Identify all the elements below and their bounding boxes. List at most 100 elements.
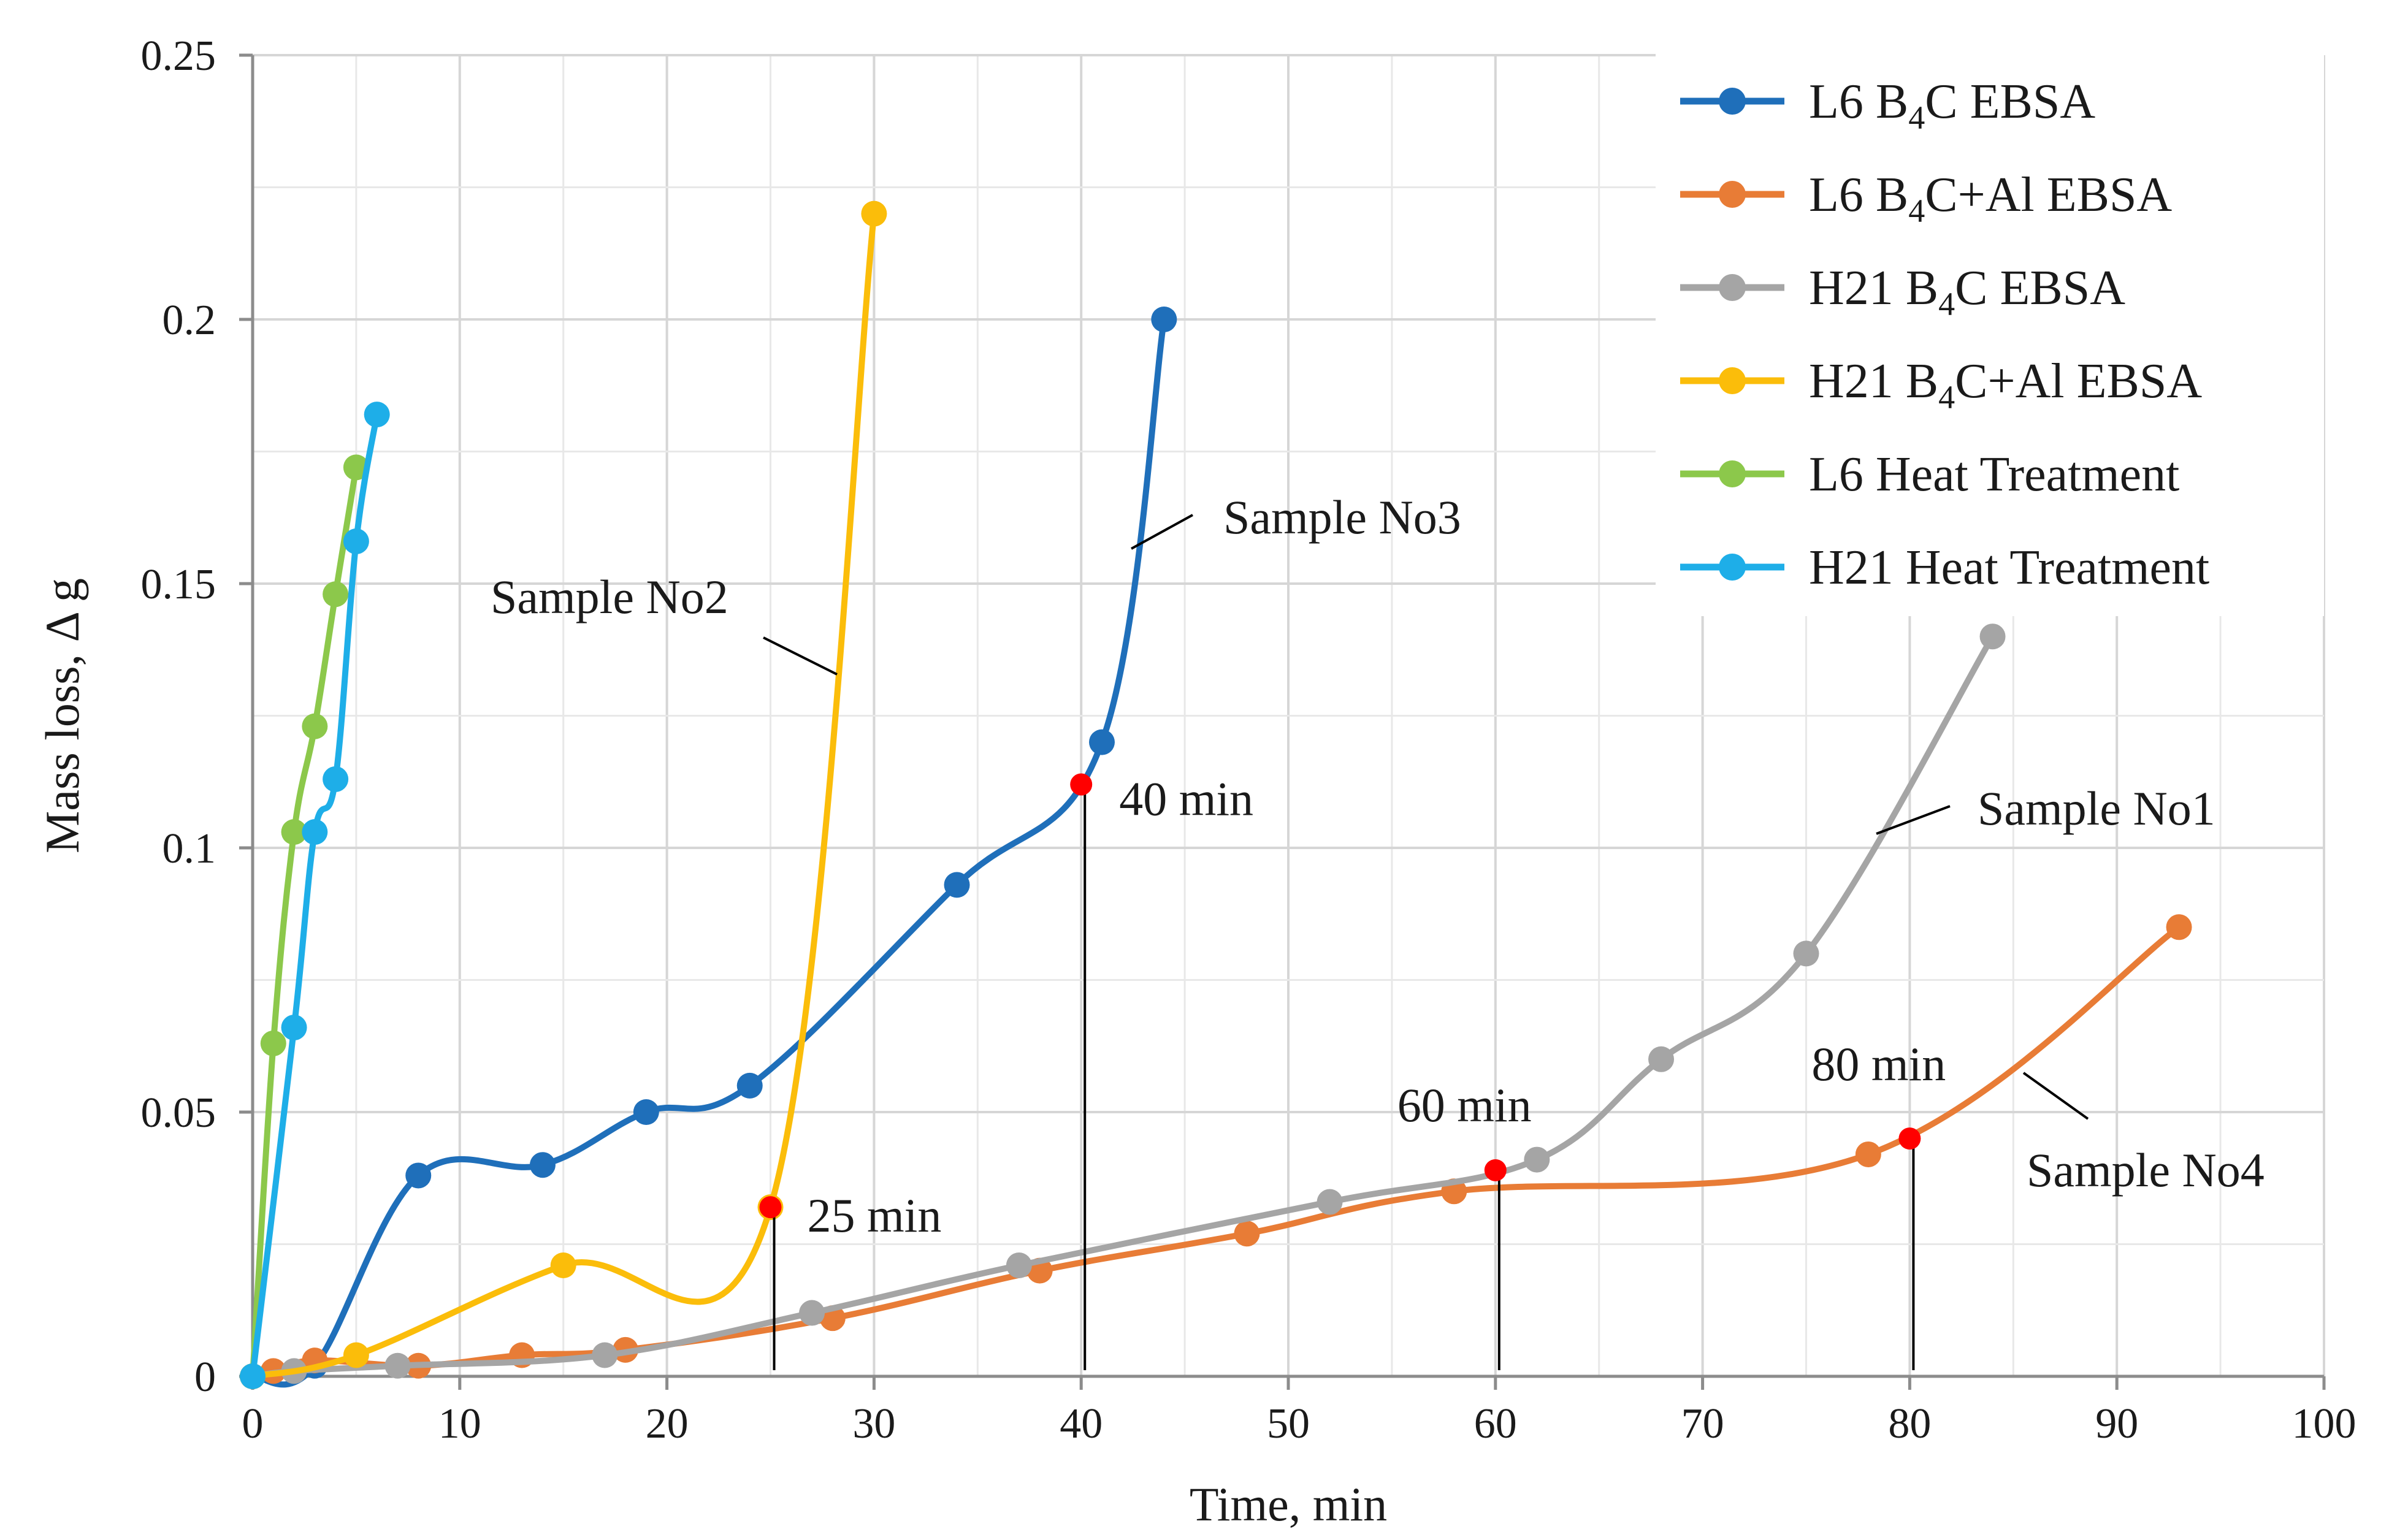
data-point-h21-heat-treatment	[240, 1363, 266, 1389]
legend-swatch-marker	[1719, 367, 1746, 394]
data-point-l6-b4c-ebsa	[944, 872, 970, 898]
series-layer	[240, 200, 2192, 1389]
marker-label: 25 min	[808, 1189, 942, 1242]
annotation-leader-line	[1131, 514, 1193, 550]
legend-swatch-marker	[1719, 274, 1746, 301]
data-point-h21-b4c-ebsa	[1793, 940, 1819, 967]
legend-label: L6 B4C+Al EBSA	[1809, 168, 2172, 229]
marker-point	[759, 1196, 782, 1219]
annotation-leader-line	[763, 636, 838, 676]
data-point-h21-heat-treatment	[343, 528, 369, 555]
axes: 0 10 20 30 40 50 60 70 80 90 100 0 0.05 0.1 0.15 0.2 0.2…	[141, 32, 2357, 1447]
data-point-h21-heat-treatment	[323, 766, 349, 792]
data-point-l6-heat-treatment	[323, 581, 349, 608]
data-point-l6-b4c-al-ebsa	[1234, 1221, 1260, 1247]
legend-label: H21 Heat Treatment	[1809, 541, 2209, 595]
annotation-leader-line	[1876, 805, 1951, 835]
legend-swatch-marker	[1719, 88, 1746, 115]
x-tick-label: 100	[2292, 1400, 2357, 1447]
marker-point	[1070, 773, 1093, 796]
data-point-l6-b4c-al-ebsa	[1855, 1141, 1881, 1167]
series-h21-b4c-ebsa	[240, 623, 2006, 1389]
x-tick-label: 30	[852, 1400, 895, 1447]
series-line-l6-b4c-ebsa	[250, 316, 1168, 1388]
data-point-h21-b4c-ebsa	[1979, 623, 2006, 650]
legend-swatch-marker	[1719, 181, 1746, 208]
data-point-l6-b4c-ebsa	[633, 1099, 659, 1125]
x-tick-label: 90	[2095, 1400, 2138, 1447]
marker-point	[1898, 1127, 1921, 1150]
data-point-h21-b4c-ebsa	[1006, 1252, 1032, 1278]
y-axis-title: Mass loss, Δ g	[36, 578, 89, 853]
x-tick-label: 0	[242, 1400, 264, 1447]
marker-label: 80 min	[1811, 1037, 1946, 1091]
data-point-h21-b4c-al-ebsa	[343, 1342, 369, 1368]
legend-item-h21-heat-treatment: H21 Heat Treatment	[1680, 541, 2209, 595]
legend-label: H21 B4C EBSA	[1809, 261, 2125, 322]
data-point-l6-b4c-ebsa	[1088, 729, 1115, 755]
data-point-l6-heat-treatment	[302, 713, 328, 739]
x-tick-label: 10	[438, 1400, 481, 1447]
y-tick-label: 0	[194, 1354, 216, 1401]
y-tick-label: 0.2	[162, 297, 216, 344]
x-axis-title: Time, min	[1190, 1477, 1387, 1531]
x-tick-label: 50	[1267, 1400, 1310, 1447]
legend-item-h21-b4c-al-ebsa: H21 B4C+Al EBSA	[1680, 354, 2202, 416]
y-tick-label: 0.05	[141, 1089, 216, 1137]
x-tick-label: 80	[1888, 1400, 1931, 1447]
series-h21-heat-treatment	[240, 402, 390, 1389]
x-tick-label: 60	[1474, 1400, 1517, 1447]
x-tick-label: 70	[1681, 1400, 1724, 1447]
annotation-sample-no3: Sample No3	[1223, 490, 1461, 544]
annotation-sample-no1: Sample No1	[1978, 782, 2215, 835]
legend-label: H21 B4C+Al EBSA	[1809, 354, 2202, 416]
marker-label: 40 min	[1119, 772, 1253, 826]
series-l6-b4c-al-ebsa	[240, 914, 2192, 1389]
annotation-sample-no4: Sample No4	[2027, 1143, 2265, 1197]
legend-swatch-marker	[1719, 460, 1746, 487]
legend-item-l6-b4c-ebsa: L6 B4C EBSA	[1680, 75, 2095, 136]
legend-swatch-marker	[1719, 554, 1746, 581]
legend-item-l6-heat-treatment: L6 Heat Treatment	[1680, 448, 2179, 501]
data-point-h21-b4c-ebsa	[799, 1300, 825, 1326]
data-point-h21-b4c-al-ebsa	[550, 1252, 576, 1278]
data-point-l6-heat-treatment	[343, 454, 369, 481]
x-tick-label: 40	[1060, 1400, 1103, 1447]
data-point-h21-b4c-ebsa	[1648, 1046, 1675, 1072]
legend-item-h21-b4c-ebsa: H21 B4C EBSA	[1680, 261, 2125, 322]
legend-item-l6-b4c-al-ebsa: L6 B4C+Al EBSA	[1680, 168, 2172, 229]
annotation-sample-no2: Sample No2	[491, 570, 728, 623]
series-line-h21-heat-treatment	[250, 411, 380, 1379]
marker-label: 60 min	[1397, 1078, 1532, 1132]
sample-annotations: Sample No1 Sample No2 Sample No3 Sample No4	[491, 490, 2265, 1197]
x-tick-label: 20	[646, 1400, 689, 1447]
y-tick-label: 0.25	[141, 32, 216, 80]
y-tick-label: 0.1	[162, 825, 216, 872]
annotation-leader-line	[2022, 1072, 2089, 1120]
data-point-h21-b4c-ebsa	[1524, 1146, 1550, 1173]
data-point-h21-b4c-al-ebsa	[861, 200, 887, 227]
legend: L6 B4C EBSA L6 B4C+Al EBSA H21 B4C EBSA H21…	[1656, 46, 2324, 616]
y-tick-label: 0.15	[141, 561, 216, 608]
data-point-h21-heat-treatment	[302, 819, 328, 845]
legend-label: L6 B4C EBSA	[1809, 75, 2095, 136]
data-point-h21-b4c-ebsa	[592, 1342, 618, 1368]
series-line-h21-b4c-al-ebsa	[250, 210, 877, 1379]
marker-point	[1484, 1159, 1507, 1181]
data-point-l6-b4c-ebsa	[529, 1152, 556, 1178]
data-point-l6-heat-treatment	[260, 1030, 286, 1056]
data-point-h21-heat-treatment	[364, 402, 390, 428]
time-markers: 25 min 40 min 60 min 80 min	[759, 772, 1946, 1370]
data-point-h21-heat-treatment	[281, 1015, 307, 1041]
legend-background	[1656, 46, 2324, 616]
data-point-l6-b4c-ebsa	[405, 1162, 432, 1189]
series-line-l6-b4c-al-ebsa	[250, 924, 2182, 1379]
data-point-h21-b4c-ebsa	[1317, 1189, 1343, 1215]
series-line-h21-b4c-ebsa	[250, 633, 1996, 1379]
data-point-h21-b4c-ebsa	[384, 1352, 411, 1379]
data-point-l6-b4c-ebsa	[736, 1072, 763, 1099]
legend-label: L6 Heat Treatment	[1809, 448, 2179, 501]
data-point-l6-heat-treatment	[281, 819, 307, 845]
data-point-l6-b4c-ebsa	[1151, 307, 1177, 332]
